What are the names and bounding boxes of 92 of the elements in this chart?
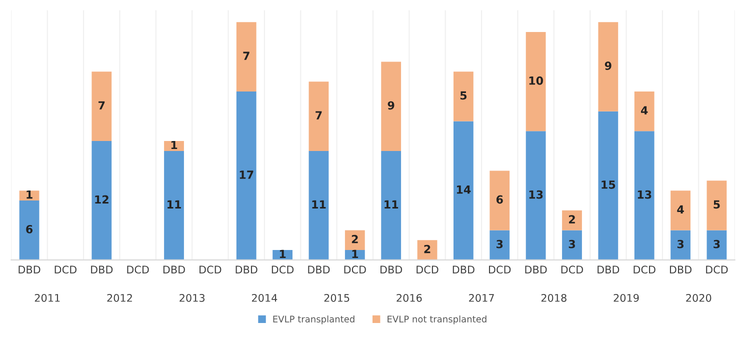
data-label: 5 <box>714 200 720 209</box>
bar <box>562 210 582 230</box>
bar <box>670 230 690 260</box>
bar <box>381 62 402 151</box>
data-label: 13 <box>638 190 652 199</box>
x-tick-label: DCD <box>416 266 438 274</box>
bar <box>308 150 329 260</box>
data-label: 1 <box>352 250 358 258</box>
data-label: 12 <box>95 195 108 204</box>
data-label: 5 <box>460 91 467 100</box>
bar <box>670 190 690 230</box>
bar <box>526 32 546 132</box>
x-tick-label: DCD <box>706 266 728 274</box>
data-label: 3 <box>714 240 720 248</box>
bar <box>706 180 727 230</box>
x-tick-label: DBD <box>91 266 113 274</box>
bar <box>598 111 618 260</box>
x-tick-label: DCD <box>272 266 294 274</box>
bar <box>164 150 184 260</box>
x-tick-label: DBD <box>525 266 547 274</box>
data-label: 1 <box>26 190 32 199</box>
data-label: 17 <box>240 170 254 179</box>
bar <box>526 131 546 260</box>
x-tick-label: DBD <box>452 266 474 274</box>
x-tick-label: DCD <box>561 266 584 274</box>
x-tick-label: DCD <box>634 266 656 274</box>
bar <box>706 230 727 260</box>
data-label: 7 <box>316 111 322 120</box>
data-label: 4 <box>640 106 648 114</box>
x-tick-label: DBD <box>236 266 258 274</box>
data-label: 7 <box>243 52 250 60</box>
text: 2013 <box>180 294 205 302</box>
text: 2016 <box>396 294 422 302</box>
bar <box>92 72 112 142</box>
data-label: 6 <box>26 225 33 234</box>
text: 2012 <box>107 294 132 302</box>
data-label: 2 <box>569 215 575 224</box>
x-tick-label: DBD <box>18 266 40 274</box>
bar <box>634 131 654 260</box>
x-tick-label: DBD <box>380 266 402 274</box>
data-label: 3 <box>568 240 575 248</box>
data-label: 7 <box>98 101 105 110</box>
data-label: 2 <box>352 234 358 244</box>
text: 2014 <box>252 294 278 302</box>
x-tick-label: DBD <box>670 266 692 274</box>
data-label: 14 <box>456 186 471 194</box>
data-label: 2 <box>424 244 430 254</box>
data-label: 10 <box>529 76 544 85</box>
text: 2019 <box>614 294 639 302</box>
bar <box>19 200 40 260</box>
data-label: 11 <box>312 200 326 208</box>
data-label: 13 <box>529 190 543 199</box>
bar <box>308 82 329 151</box>
bar <box>236 22 256 92</box>
data-label: 1 <box>171 140 178 150</box>
x-tick-label: DBD <box>598 266 620 274</box>
data-label: 3 <box>677 240 684 248</box>
text: 2018 <box>541 294 566 302</box>
x-tick-label: DCD <box>127 266 149 274</box>
data-label: 15 <box>602 180 616 189</box>
data-label: 3 <box>496 240 503 248</box>
bar <box>92 141 112 260</box>
bar <box>562 230 582 260</box>
x-tick-label: DCD <box>200 266 222 274</box>
text: 2017 <box>469 294 494 302</box>
bar <box>417 240 438 260</box>
data-label: 1 <box>280 250 286 258</box>
x-tick-label: DCD <box>344 266 366 274</box>
bar <box>490 230 510 260</box>
x-tick-label: DCD <box>54 266 77 274</box>
bar <box>454 72 474 122</box>
legend-label: EVLP transplanted <box>273 315 354 324</box>
x-tick-label: DCD <box>489 266 511 274</box>
data-label: 11 <box>384 200 398 208</box>
data-label: 9 <box>388 101 394 110</box>
bar <box>490 170 510 230</box>
data-label: 4 <box>677 205 684 214</box>
bar <box>381 150 402 260</box>
x-tick-label: DBD <box>163 266 185 274</box>
text: 2011 <box>34 294 60 302</box>
bar <box>598 22 618 112</box>
legend-label: EVLP not transplanted <box>388 315 486 324</box>
data-label: 6 <box>496 195 503 204</box>
bar <box>236 92 256 260</box>
bar <box>454 121 474 260</box>
text: 2020 <box>686 294 712 302</box>
text: 2015 <box>324 294 350 302</box>
data-label: 9 <box>604 62 612 70</box>
x-tick-label: DBD <box>308 266 330 274</box>
bar <box>634 92 654 132</box>
bar <box>344 230 365 250</box>
data-label: 11 <box>168 200 181 208</box>
